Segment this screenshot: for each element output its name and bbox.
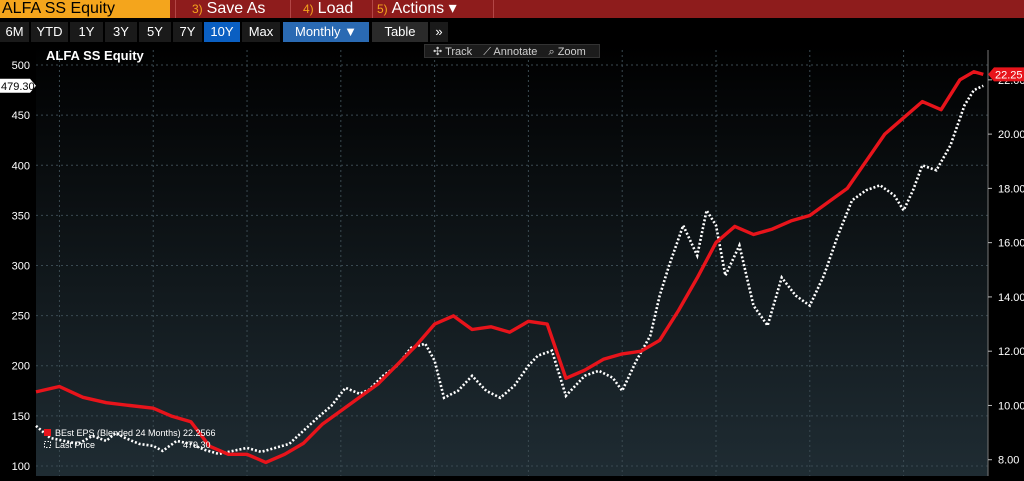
chart-title: ALFA SS Equity: [46, 48, 145, 63]
range-3y-button[interactable]: 3Y: [105, 22, 137, 42]
left-tick-label: 300: [12, 261, 30, 273]
menu-separator: [290, 0, 291, 18]
range-6m-button[interactable]: 6M: [0, 22, 29, 42]
left-tick-label: 150: [12, 411, 30, 423]
plot-background: [36, 44, 988, 476]
right-tick-label: 14.00: [998, 292, 1024, 304]
legend: BEst EPS (Blended 24 Months) 22.2566 Las…: [44, 428, 216, 450]
left-tick-label: 250: [12, 311, 30, 323]
right-tick-label: 10.00: [998, 400, 1024, 412]
right-tick-label: 12.00: [998, 346, 1024, 358]
menu-separator: [493, 0, 494, 18]
range-ytd-button[interactable]: YTD: [31, 22, 68, 42]
actions-menu[interactable]: 5) Actions ▾: [377, 0, 457, 18]
legend-eps-name: BEst EPS (Blended 24 Months): [55, 428, 181, 438]
menu-number: 4): [303, 2, 314, 16]
series-line-last-price: [35, 84, 984, 456]
range-10y-button[interactable]: 10Y: [204, 22, 240, 42]
menu-number: 3): [192, 2, 203, 16]
legend-price-swatch: [44, 441, 51, 448]
chart-area[interactable]: 100 150 200 250 300 350 400 450 500 8.00 10.00 12.…: [0, 44, 1024, 476]
right-tick-label: 20.00: [998, 129, 1024, 141]
frequency-dropdown[interactable]: Monthly ▼: [283, 22, 369, 42]
range-1y-button[interactable]: 1Y: [70, 22, 103, 42]
save-as-label: Save As: [206, 0, 266, 17]
legend-eps-swatch: [44, 429, 51, 436]
left-tick-label: 200: [12, 361, 30, 373]
range-toolbar: 6M YTD 1Y 3Y 5Y 7Y 10Y Max Monthly ▼ Tab…: [0, 22, 1024, 42]
legend-price-name: Last Price: [55, 440, 95, 450]
security-field[interactable]: ALFA SS Equity: [0, 0, 170, 18]
left-tick-label: 450: [12, 110, 30, 122]
load-label: Load: [317, 0, 354, 17]
left-tick-label: 400: [12, 160, 30, 172]
price-eps-chart[interactable]: 100 150 200 250 300 350 400 450 500 8.00 10.00 12.…: [0, 44, 1024, 476]
current-eps-tag: 22.25: [988, 67, 1024, 82]
range-7y-button[interactable]: 7Y: [173, 22, 202, 42]
more-button[interactable]: »: [430, 22, 448, 42]
right-tick-label: 18.00: [998, 183, 1024, 195]
series-lines: [35, 70, 984, 465]
table-button[interactable]: Table: [372, 22, 428, 42]
menu-separator: [175, 0, 176, 18]
command-bar: ALFA SS Equity 3) Save As 4) Load 5) Action…: [0, 0, 1024, 18]
left-axis: 100 150 200 250 300 350 400 450 500: [12, 60, 30, 473]
range-max-button[interactable]: Max: [242, 22, 280, 42]
save-as-menu[interactable]: 3) Save As: [192, 0, 265, 18]
left-tick-label: 100: [12, 461, 30, 473]
zoom-tool[interactable]: ⌕ Zoom: [548, 46, 586, 58]
chart-tools: ✣ Track ⟋ Annotate ⌕ Zoom: [424, 44, 600, 58]
current-price-label: 479.30: [1, 81, 35, 93]
menu-separator: [372, 0, 373, 18]
menu-number: 5): [377, 2, 388, 16]
left-tick-label: 500: [12, 60, 30, 72]
load-menu[interactable]: 4) Load: [303, 0, 353, 18]
actions-label: Actions ▾: [391, 0, 457, 17]
series-line-best-eps: [35, 70, 984, 465]
right-tick-label: 8.00: [998, 455, 1019, 467]
grid-lines: [36, 50, 988, 476]
track-tool[interactable]: ✣ Track: [433, 46, 473, 58]
legend-price-value: 479.30: [183, 440, 211, 450]
current-eps-label: 22.25: [995, 69, 1023, 81]
left-tick-label: 350: [12, 210, 30, 222]
range-5y-button[interactable]: 5Y: [139, 22, 171, 42]
annotate-tool[interactable]: ⟋ Annotate: [483, 46, 538, 58]
legend-eps-value: 22.2566: [183, 428, 216, 438]
current-price-tag: 479.30: [0, 78, 36, 93]
right-tick-label: 16.00: [998, 238, 1024, 250]
